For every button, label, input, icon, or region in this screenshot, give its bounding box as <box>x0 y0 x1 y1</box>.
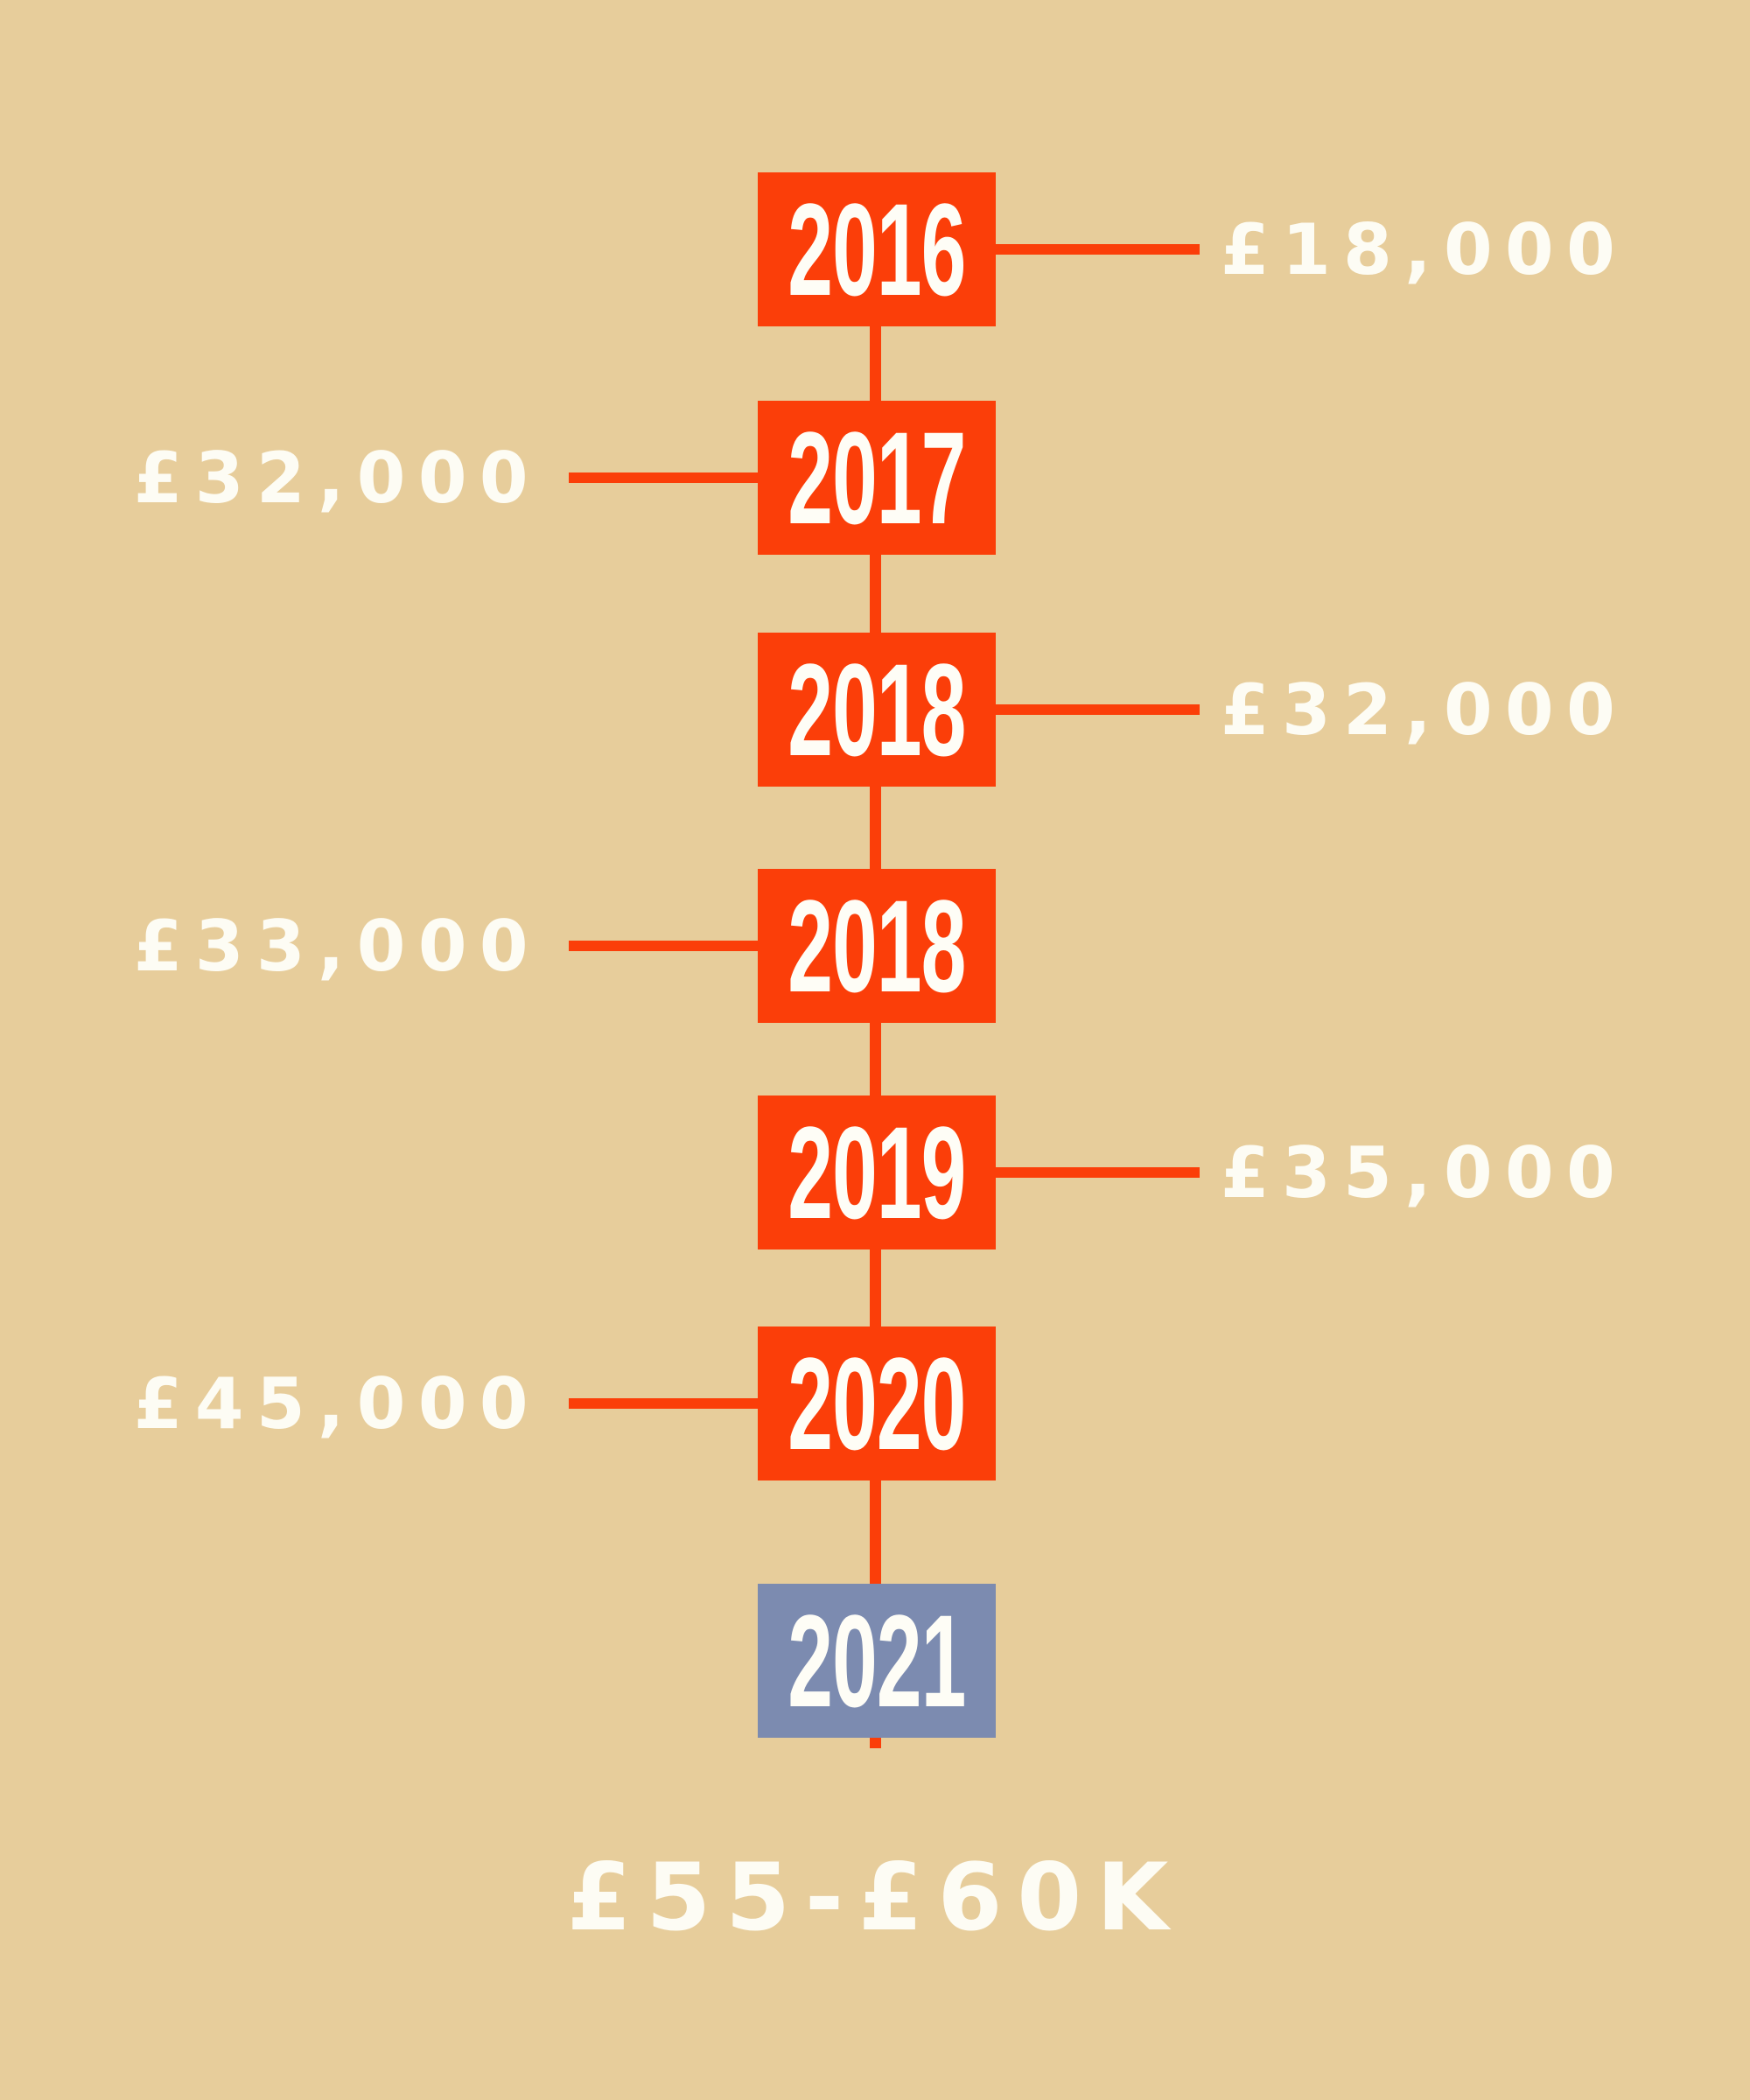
timeline-row: 2021 <box>0 1584 1750 1738</box>
salary-label: £35,000 <box>1221 1131 1628 1214</box>
vertical-connector <box>870 1250 881 1326</box>
year-label: 2017 <box>788 404 966 551</box>
salary-label: £32,000 <box>1221 668 1628 751</box>
year-label: 2020 <box>788 1330 966 1477</box>
salary-label: £18,000 <box>1221 208 1628 290</box>
connector-line <box>996 1167 1200 1178</box>
timeline-row: 2018 £32,000 <box>0 633 1750 787</box>
timeline-row: 2020 £45,000 <box>0 1326 1750 1480</box>
year-box: 2016 <box>758 172 996 326</box>
year-label: 2018 <box>788 636 966 783</box>
year-box: 2019 <box>758 1096 996 1250</box>
timeline-row: 2017 £32,000 <box>0 401 1750 555</box>
timeline-row: 2018 £33,000 <box>0 869 1750 1023</box>
year-label: 2021 <box>788 1587 966 1734</box>
salary-label: £32,000 <box>133 437 541 519</box>
year-label: 2018 <box>788 872 966 1019</box>
year-label: 2016 <box>788 176 966 323</box>
vertical-connector <box>870 326 881 401</box>
year-label: 2019 <box>788 1099 966 1246</box>
connector-line <box>569 472 759 483</box>
connector-line <box>996 244 1200 255</box>
year-box-final: 2021 <box>758 1584 996 1738</box>
year-box: 2018 <box>758 869 996 1023</box>
timeline-row: 2016 £18,000 <box>0 172 1750 326</box>
vertical-connector <box>870 1023 881 1096</box>
salary-label: £33,000 <box>133 905 541 987</box>
vertical-connector <box>870 555 881 633</box>
vertical-connector <box>870 787 881 869</box>
timeline-row: 2019 £35,000 <box>0 1096 1750 1250</box>
connector-line <box>569 1398 759 1409</box>
salary-label: £45,000 <box>133 1362 541 1445</box>
year-box: 2018 <box>758 633 996 787</box>
year-box: 2020 <box>758 1326 996 1480</box>
footer-range-label: £55-£60K <box>566 1844 1184 1951</box>
year-box: 2017 <box>758 401 996 555</box>
connector-line <box>996 704 1200 715</box>
connector-line <box>569 941 759 951</box>
